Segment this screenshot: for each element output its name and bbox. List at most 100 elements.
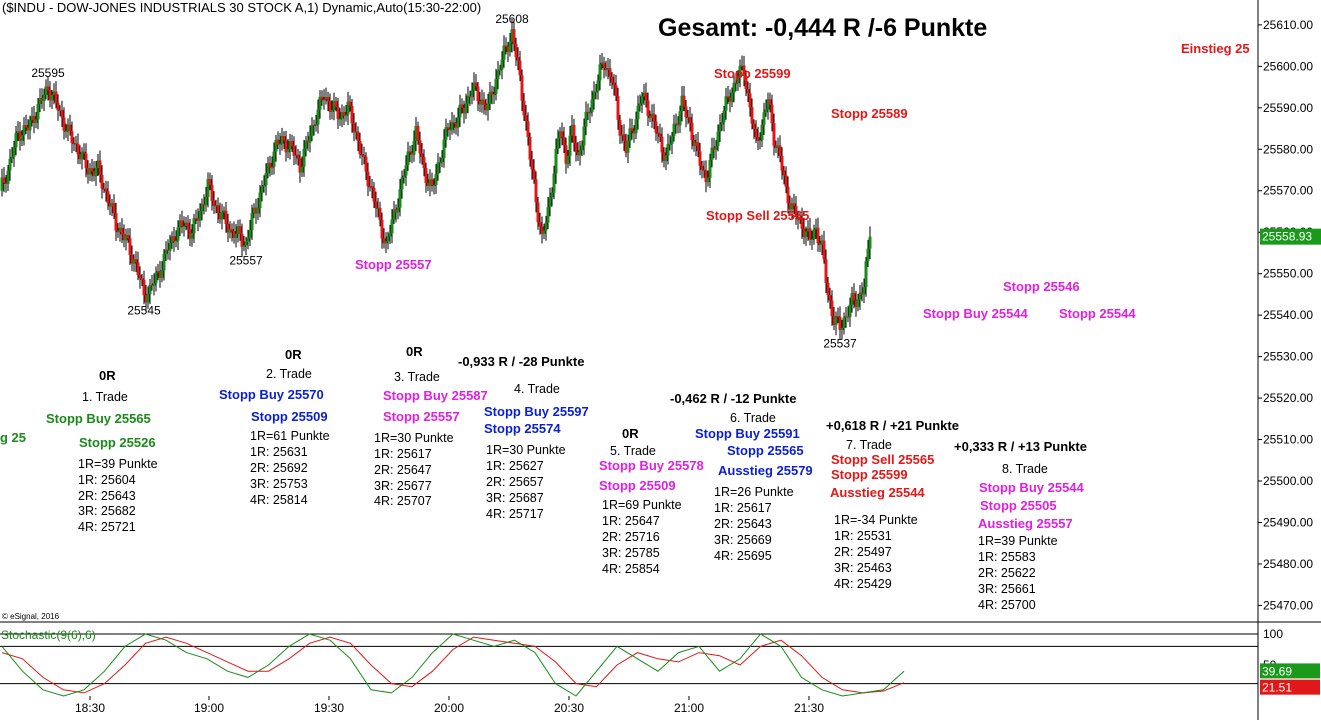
trade-annotation: Stopp Buy 25565 <box>46 411 151 426</box>
candle-body <box>304 140 308 149</box>
candle-body <box>112 203 116 214</box>
candle-body <box>382 238 386 244</box>
swing-price-label: 25537 <box>823 337 857 351</box>
candle-body <box>642 92 646 97</box>
trade-annotation: 2R: 25643 <box>714 517 772 531</box>
candle-body <box>40 98 44 102</box>
candle-body <box>698 151 702 166</box>
candle-body <box>322 99 326 101</box>
candle-body <box>404 165 408 176</box>
candle-body <box>390 219 394 234</box>
trade-annotation: 1R: 25604 <box>78 473 136 487</box>
candle-body <box>240 233 244 247</box>
candle-body <box>328 101 332 112</box>
trade-annotation: 1R=61 Punkte <box>250 429 330 443</box>
stoch-k-badge <box>1260 663 1320 679</box>
candle-body <box>672 123 676 137</box>
candle-body <box>78 154 82 160</box>
candle-body <box>4 182 8 184</box>
stoch-k-line <box>1 633 905 697</box>
trade-annotation: 2R: 25622 <box>978 566 1036 580</box>
candle-body <box>232 231 236 238</box>
y-tick-label: 25540.00 <box>1263 308 1313 322</box>
trade-annotation: 1R=-34 Punkte <box>834 513 918 527</box>
candle-body <box>360 154 364 156</box>
y-tick-label: 25490.00 <box>1263 515 1313 529</box>
trade-annotation: 2R: 25647 <box>374 463 432 477</box>
candle-body <box>10 156 14 159</box>
candle-body <box>842 317 846 328</box>
candle-body <box>784 175 788 187</box>
trade-annotation: 3R: 25687 <box>486 491 544 505</box>
candle-body <box>220 212 224 220</box>
candle-body <box>174 240 178 242</box>
candle-body <box>242 245 246 247</box>
candle-body <box>88 168 92 175</box>
trade-annotation: Ausstieg 25544 <box>830 485 925 500</box>
candle-body <box>204 197 208 206</box>
candle-body <box>732 82 736 93</box>
candle-body <box>654 121 658 133</box>
candle-body <box>348 101 352 106</box>
candle-body <box>796 217 800 220</box>
candle-body <box>122 234 126 241</box>
candle-body <box>44 86 48 95</box>
swing-price-label: 25595 <box>31 66 65 80</box>
candle-body <box>652 113 656 122</box>
candle-body <box>836 316 840 318</box>
candle-body <box>230 228 234 232</box>
trade-annotation: Ausstieg 25557 <box>978 516 1073 531</box>
candle-body <box>56 102 60 111</box>
candle-body <box>570 125 574 136</box>
candle-body <box>790 203 794 210</box>
x-tick-label: 18:30 <box>75 701 105 715</box>
candle-body <box>172 236 176 242</box>
candle-body <box>176 227 180 241</box>
candle-body <box>370 186 374 188</box>
candle-body <box>564 145 568 164</box>
candle-body <box>126 235 130 239</box>
candle-body <box>474 82 478 87</box>
candle-body <box>704 170 708 183</box>
candle-body <box>556 138 560 149</box>
candle-body <box>794 205 798 218</box>
candle-body <box>722 110 726 123</box>
trade-annotation: Stopp Buy 25587 <box>383 388 488 403</box>
candle-body <box>418 140 422 154</box>
candle-body <box>828 295 832 301</box>
trade-annotation: 6. Trade <box>730 411 776 425</box>
candle-body <box>12 147 16 157</box>
candle-body <box>138 274 142 279</box>
candle-body <box>194 218 198 220</box>
candle-body <box>662 152 666 162</box>
candle-body <box>520 75 524 101</box>
y-tick-label: 25520.00 <box>1263 391 1313 405</box>
candle-body <box>6 170 10 184</box>
candle-body <box>96 160 100 168</box>
trade-annotation: 3R: 25669 <box>714 533 772 547</box>
candle-body <box>300 166 304 173</box>
candle-body <box>522 100 526 116</box>
candle-body <box>34 119 38 123</box>
candle-body <box>738 65 742 78</box>
candle-body <box>768 99 772 105</box>
candle-body <box>782 170 786 176</box>
price-axis: 25470.00 25480.00 25490.00 25500.00 25510.00… <box>1258 18 1321 612</box>
trade-annotation: 1R: 25627 <box>486 459 544 473</box>
candle-body <box>432 184 436 186</box>
candle-body <box>634 119 638 134</box>
candle-body <box>200 203 204 212</box>
trade-annotation: 2R: 25692 <box>250 461 308 475</box>
candle-body <box>762 112 766 125</box>
candle-body <box>868 236 872 249</box>
candle-body <box>330 110 334 112</box>
candle-body <box>320 96 324 100</box>
candle-body <box>162 253 166 271</box>
candle-body <box>466 95 470 104</box>
swing-price-label: 25545 <box>127 303 161 317</box>
trade-annotation: 3R: 25785 <box>602 546 660 560</box>
candle-body <box>668 143 672 145</box>
candle-body <box>224 210 228 225</box>
candle-body <box>284 140 288 153</box>
